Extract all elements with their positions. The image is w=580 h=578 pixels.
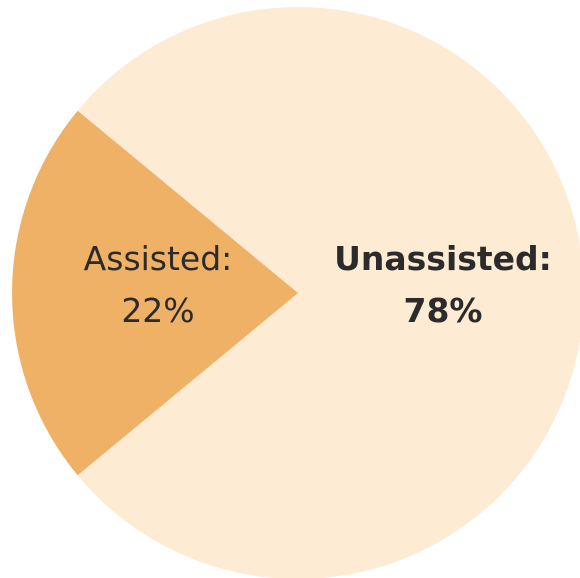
- slice-label-unassisted: Unassisted:: [334, 239, 552, 278]
- slice-label-assisted: Assisted:: [84, 239, 233, 278]
- pie-slice-assisted: [11, 110, 298, 476]
- slice-value-unassisted: 78%: [404, 291, 483, 330]
- pie-slice-unassisted: [77, 7, 580, 578]
- slice-value-assisted: 22%: [121, 291, 194, 330]
